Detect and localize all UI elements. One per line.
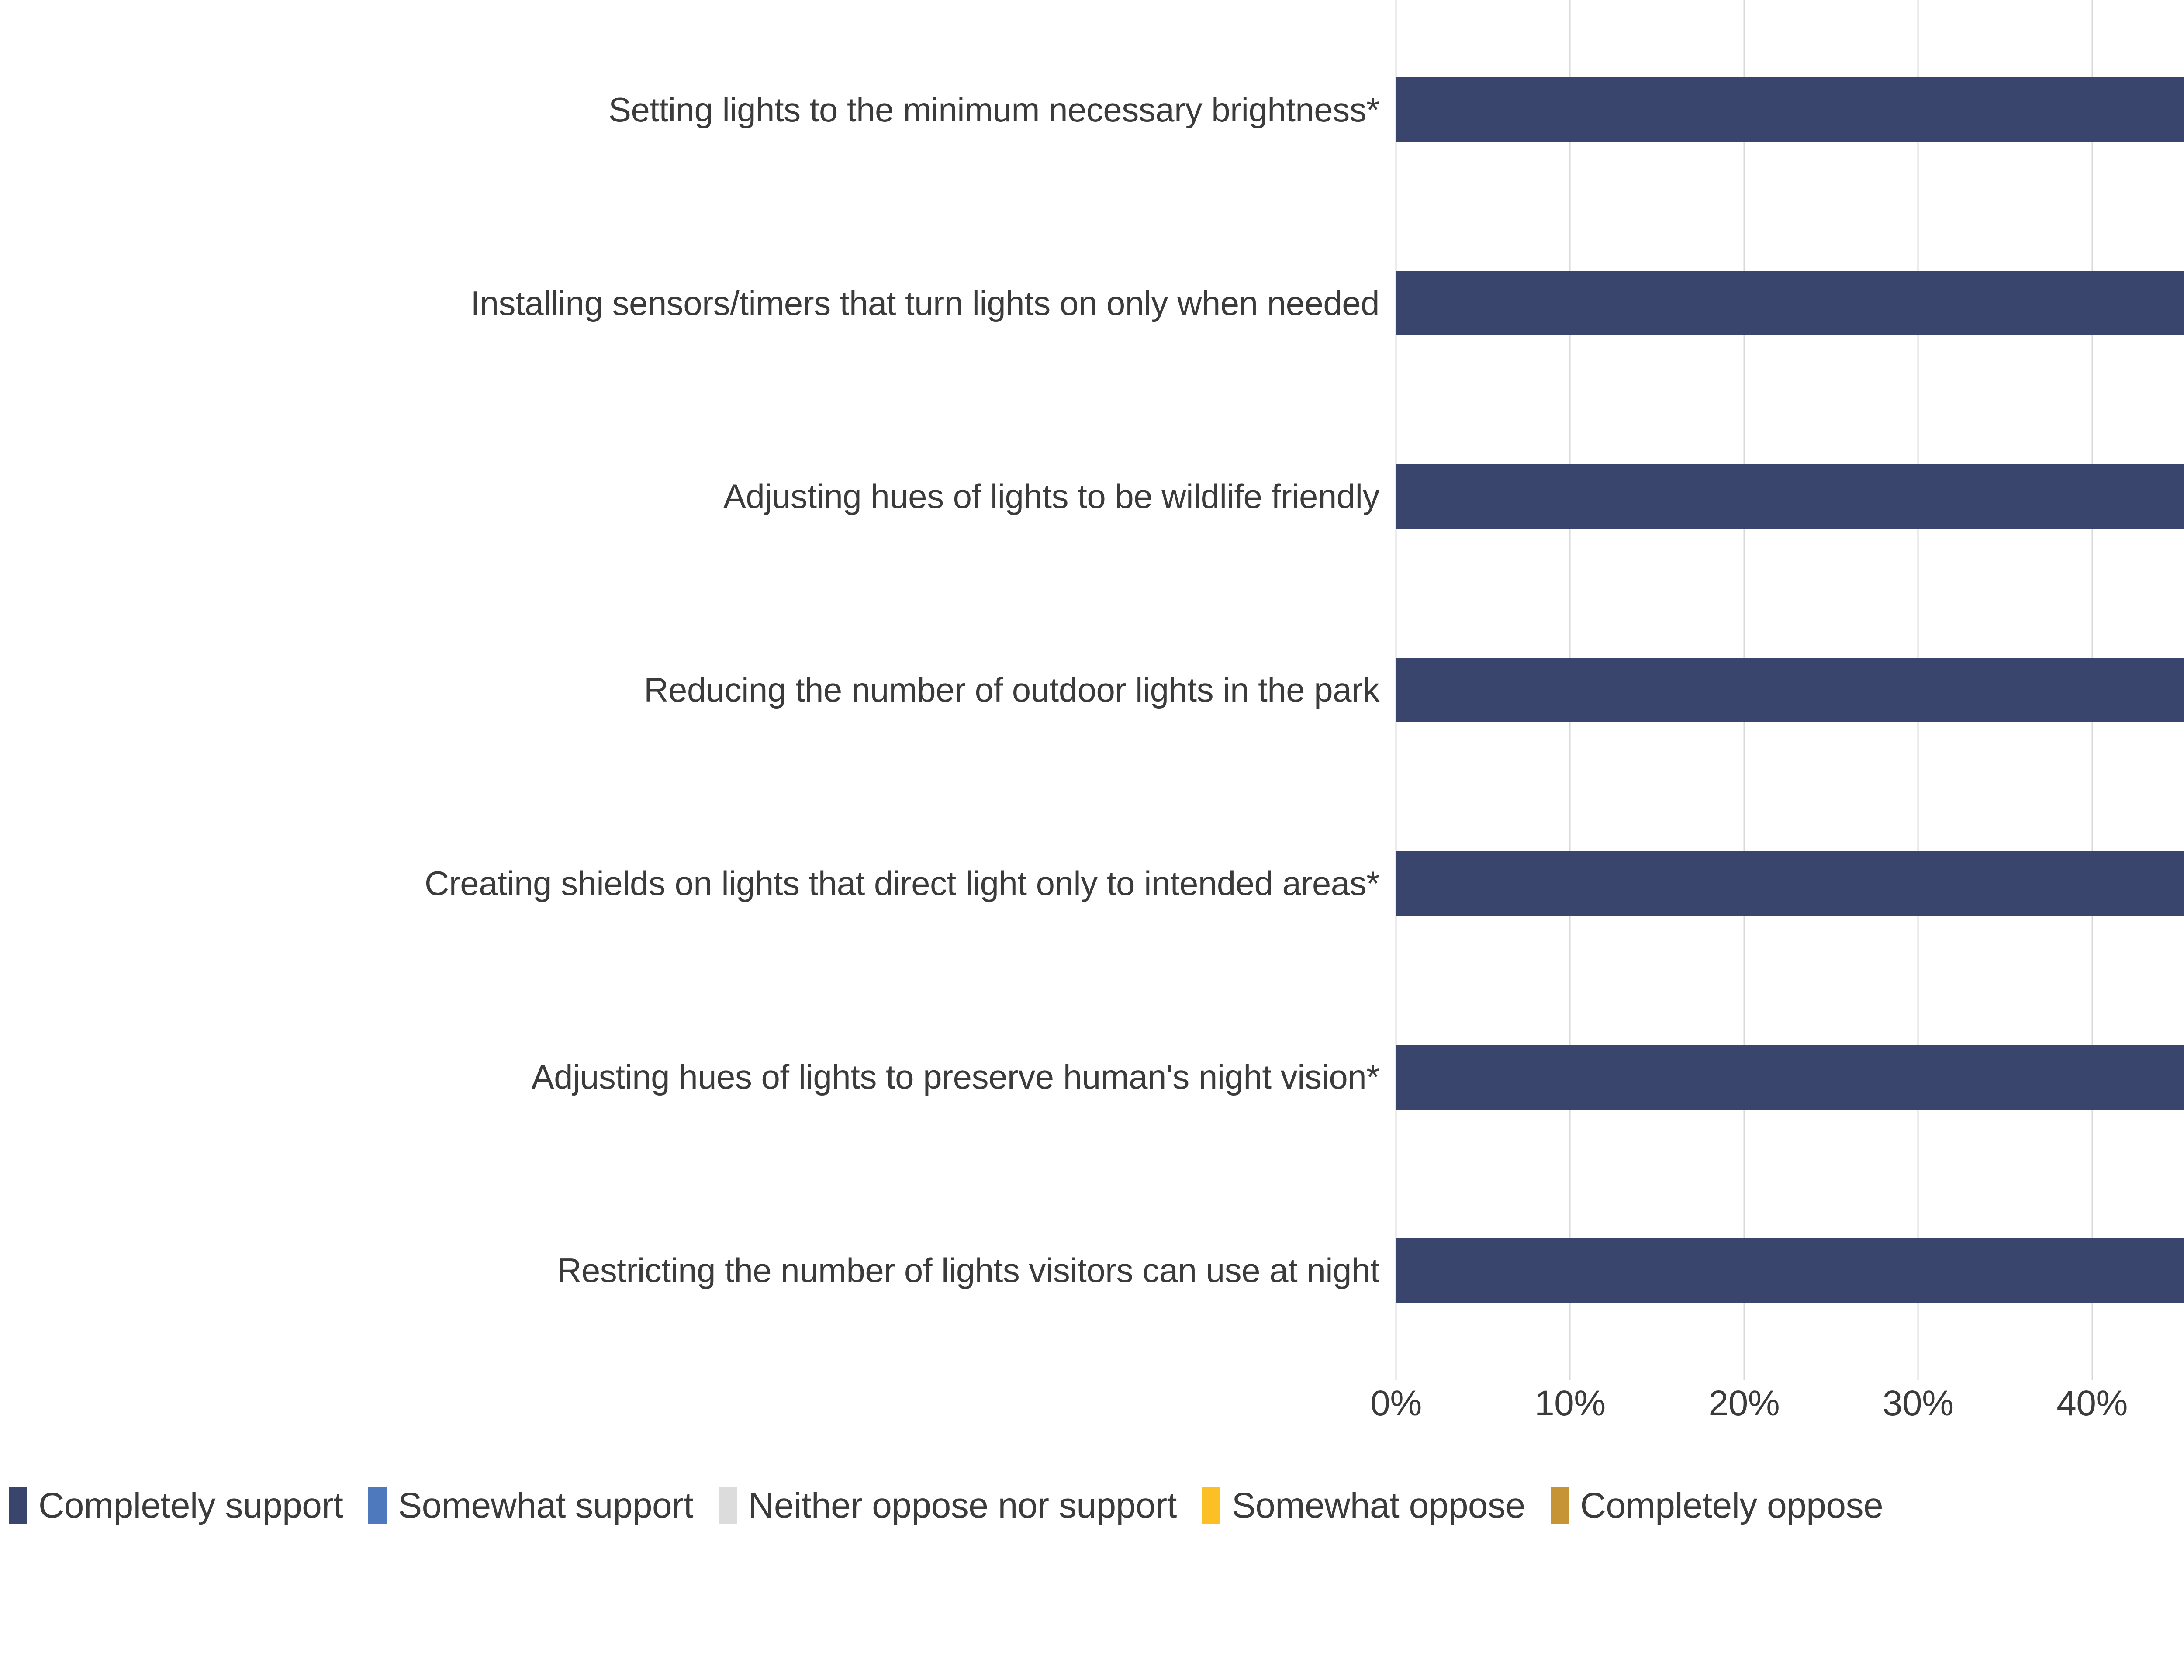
category-label: Installing sensors/timers that turn ligh… bbox=[470, 283, 1379, 322]
bar-track bbox=[1396, 658, 2184, 722]
bar-row bbox=[1396, 787, 2184, 980]
bar-segment bbox=[1396, 1044, 2184, 1110]
axis-tick-label: 20% bbox=[1708, 1383, 1780, 1423]
value-axis-region: 0%10%20%30%40%50%60%70%80%90%100% bbox=[0, 1380, 2184, 1463]
bar-track bbox=[1396, 464, 2184, 529]
category-label: Reducing the number of outdoor lights in… bbox=[644, 671, 1379, 709]
bar-row bbox=[1396, 207, 2184, 400]
bar-row bbox=[1396, 400, 2184, 594]
category-axis: Setting lights to the minimum necessary … bbox=[0, 13, 1396, 1367]
category-tick: Adjusting hues of lights to be wildlife … bbox=[0, 400, 1396, 594]
legend-swatch-icon bbox=[1202, 1487, 1220, 1524]
category-label: Setting lights to the minimum necessary … bbox=[608, 90, 1380, 129]
bar-row bbox=[1396, 980, 2184, 1174]
legend-item[interactable]: Completely oppose bbox=[1550, 1485, 1883, 1526]
bar-segment bbox=[1396, 77, 2184, 142]
legend-label: Completely oppose bbox=[1580, 1486, 1883, 1525]
value-axis-spacer bbox=[0, 1380, 1396, 1463]
chart-legend: Completely support Somewhat support Neithe… bbox=[0, 1463, 2184, 1607]
legend-label: Somewhat support bbox=[398, 1486, 694, 1525]
bar-row bbox=[1396, 13, 2184, 207]
bar-row bbox=[1396, 594, 2184, 787]
axis-tick-label: 10% bbox=[1534, 1383, 1606, 1423]
category-tick: Adjusting hues of lights to preserve hum… bbox=[0, 980, 1396, 1174]
legend-item[interactable]: Somewhat oppose bbox=[1202, 1485, 1525, 1526]
legend-label: Neither oppose nor support bbox=[748, 1486, 1177, 1525]
bar-segment bbox=[1396, 1238, 2184, 1303]
plot-area bbox=[1395, 0, 2184, 1380]
axis-tick-label: 30% bbox=[1882, 1383, 1954, 1423]
legend-label: Somewhat oppose bbox=[1231, 1486, 1525, 1525]
bar-segment bbox=[1396, 851, 2184, 916]
legend-label: Completely support bbox=[38, 1486, 343, 1525]
legend-swatch-icon bbox=[1550, 1487, 1569, 1524]
bar-track bbox=[1396, 77, 2184, 142]
category-tick: Reducing the number of outdoor lights in… bbox=[0, 594, 1396, 787]
legend-swatch-icon bbox=[9, 1487, 27, 1524]
bar-segment bbox=[1396, 271, 2184, 336]
bar-track bbox=[1396, 851, 2184, 916]
category-tick: Restricting the number of lights visitor… bbox=[0, 1174, 1396, 1367]
legend-swatch-icon bbox=[719, 1487, 737, 1524]
legend-item[interactable]: Completely support bbox=[9, 1485, 343, 1526]
bar-segment bbox=[1396, 464, 2184, 529]
category-tick: Creating shields on lights that direct l… bbox=[0, 787, 1396, 980]
category-label: Adjusting hues of lights to preserve hum… bbox=[531, 1058, 1380, 1096]
legend-item[interactable]: Neither oppose nor support bbox=[719, 1485, 1177, 1526]
bar-track bbox=[1396, 1044, 2184, 1110]
legend-swatch-icon bbox=[368, 1487, 387, 1524]
bar-row bbox=[1396, 1174, 2184, 1367]
bar-segment bbox=[1396, 658, 2184, 722]
bar-track bbox=[1396, 1238, 2184, 1303]
legend-item[interactable]: Somewhat support bbox=[368, 1485, 694, 1526]
category-label: Restricting the number of lights visitor… bbox=[557, 1251, 1379, 1289]
category-tick: Installing sensors/timers that turn ligh… bbox=[0, 207, 1396, 400]
bars-container bbox=[1396, 13, 2184, 1367]
value-axis: 0%10%20%30%40%50%60%70%80%90%100% bbox=[1370, 1380, 2184, 1463]
category-label: Adjusting hues of lights to be wildlife … bbox=[723, 477, 1380, 516]
category-label: Creating shields on lights that direct l… bbox=[425, 864, 1380, 903]
plot-region: Setting lights to the minimum necessary … bbox=[0, 0, 2184, 1380]
axis-tick-label: 0% bbox=[1370, 1383, 1422, 1423]
axis-tick-label: 40% bbox=[2056, 1383, 2128, 1423]
category-tick: Setting lights to the minimum necessary … bbox=[0, 13, 1396, 207]
bar-track bbox=[1396, 271, 2184, 336]
